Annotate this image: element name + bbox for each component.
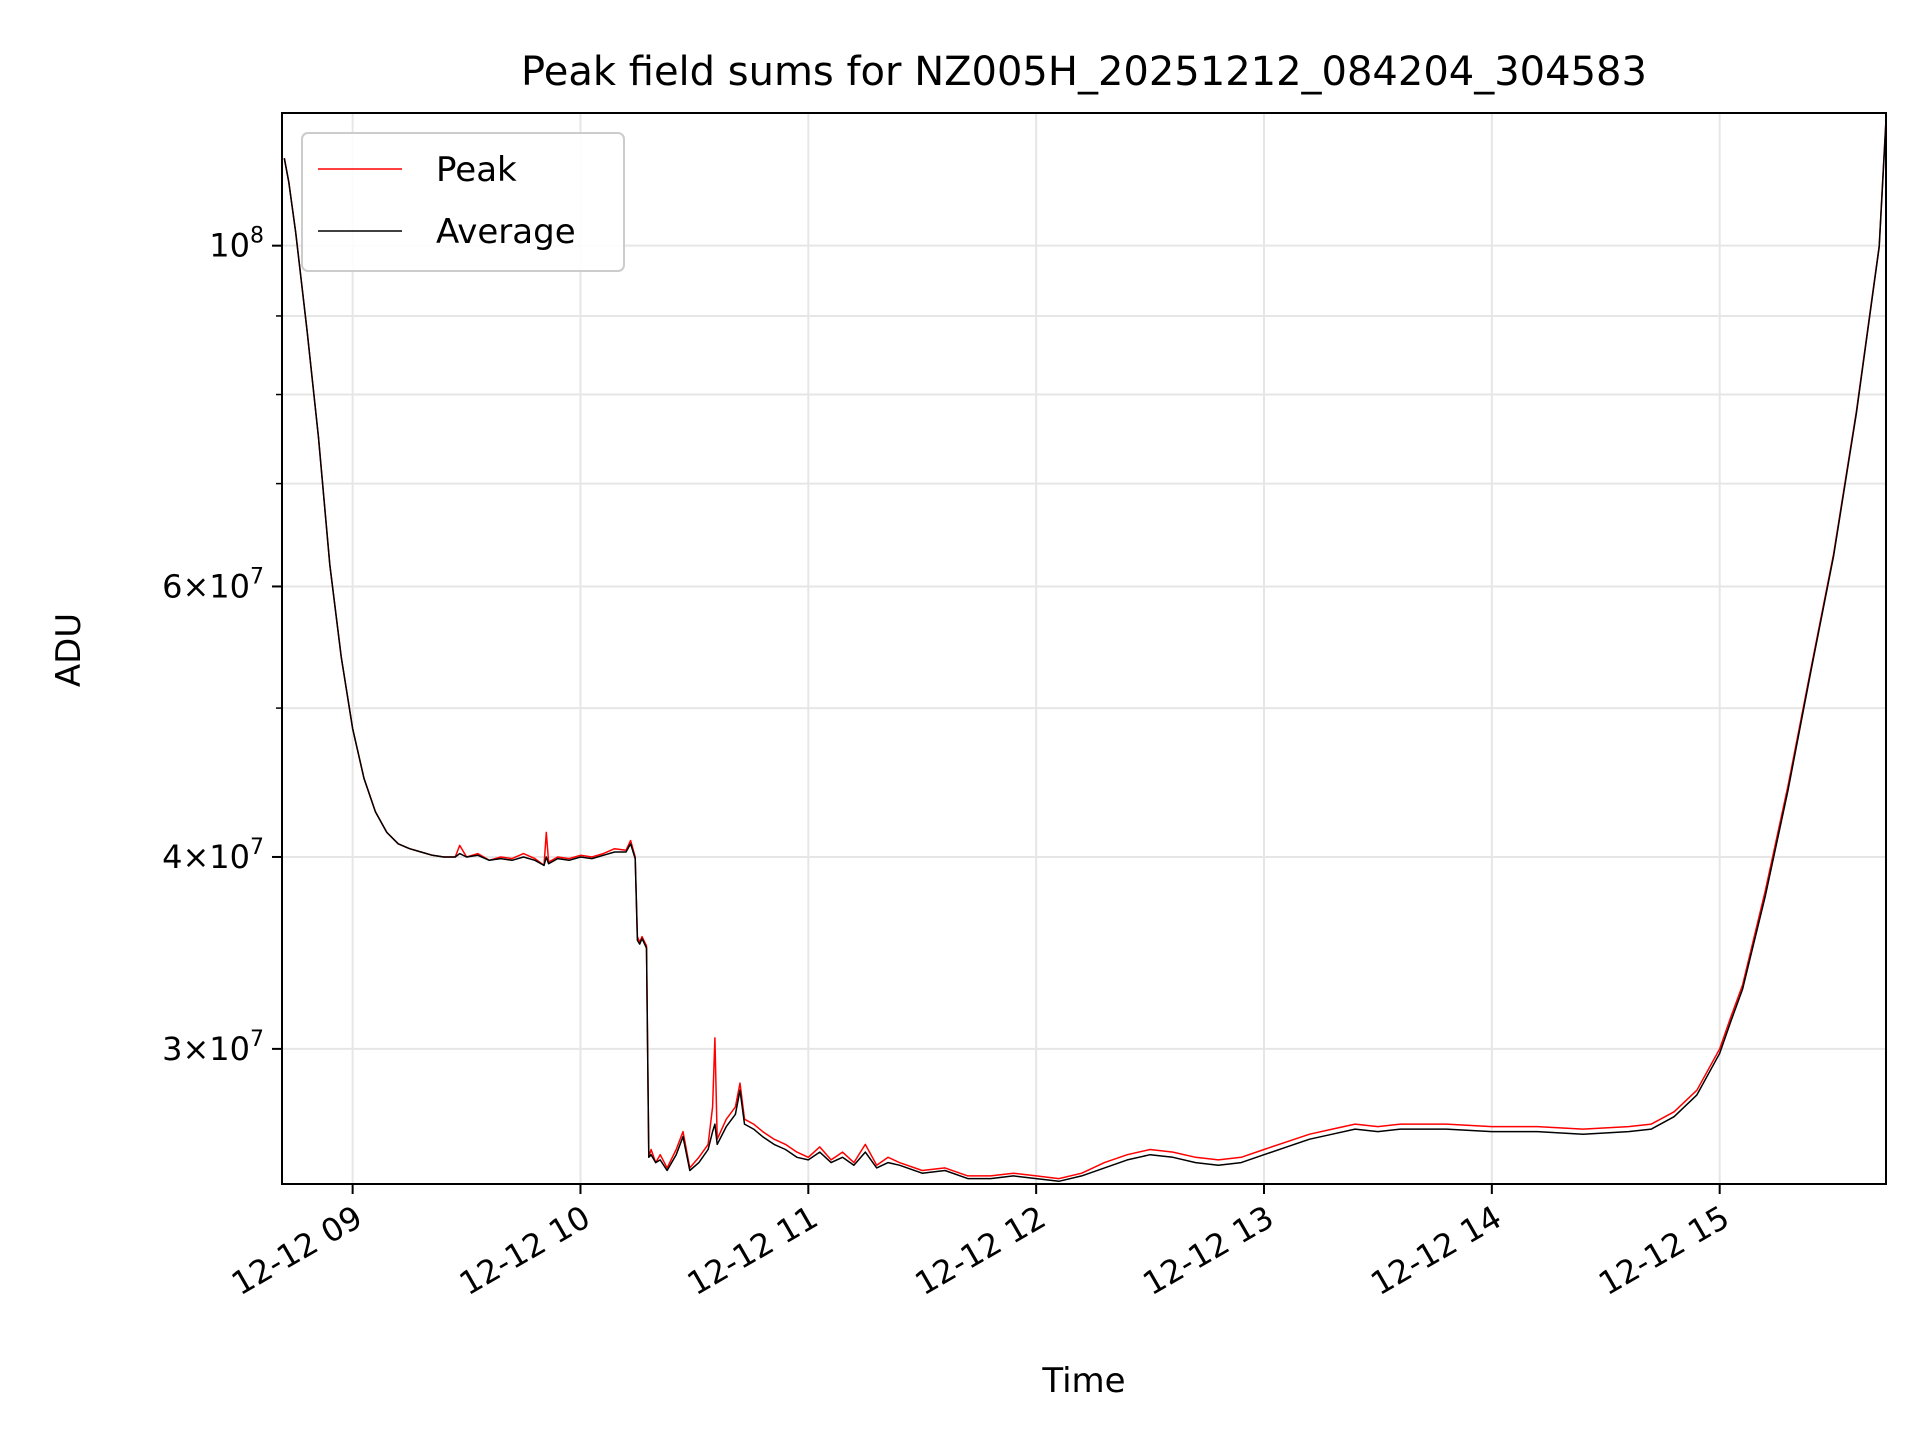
y-tick-mantissa: 4 — [162, 838, 182, 876]
y-axis-label: ADU — [49, 613, 89, 687]
plot-frame — [281, 112, 1887, 1185]
y-tick-exponent: 7 — [250, 835, 264, 860]
y-tick-exponent: 7 — [250, 564, 264, 589]
plot-background — [282, 113, 1886, 1184]
x-axis: 12-12 09 12-12 10 12-12 11 12-12 12 12-12 13… — [225, 1184, 1736, 1303]
y-tick-exponent: 8 — [250, 224, 264, 249]
y-tick-mantissa: 6 — [162, 567, 182, 605]
y-tick-exponent: 7 — [250, 1027, 264, 1052]
x-tick-label: 12-12 15 — [1592, 1198, 1736, 1303]
series-layer — [283, 118, 1887, 1183]
legend-label-average: Average — [436, 212, 576, 252]
x-tick-label: 12-12 11 — [681, 1198, 825, 1303]
x-axis-label: Time — [1041, 1361, 1125, 1401]
y-tick-label: 4×107 — [162, 835, 264, 876]
series-line-peak — [283, 118, 1887, 1180]
x-tick-label: 12-12 09 — [225, 1198, 369, 1303]
y-tick-operator: ×10 — [182, 567, 250, 605]
x-tick-label: 12-12 13 — [1136, 1198, 1280, 1303]
legend-box — [301, 132, 625, 272]
y-tick-operator: ×10 — [182, 1030, 250, 1068]
x-tick-label: 12-12 10 — [453, 1198, 597, 1303]
y-tick-label: 6×107 — [162, 564, 264, 605]
legend-label-peak: Peak — [436, 150, 517, 190]
y-tick-mantissa: 3 — [162, 1030, 182, 1068]
series-line-average — [283, 121, 1887, 1183]
y-tick-label: 3×107 — [162, 1027, 264, 1068]
y-tick-operator: ×10 — [182, 838, 250, 876]
chart-title: Peak field sums for NZ005H_20251212_0842… — [521, 49, 1647, 95]
y-tick-base: 10 — [209, 227, 250, 265]
y-tick-label: 108 — [209, 224, 264, 265]
x-tick-label: 12-12 12 — [909, 1198, 1053, 1303]
legend: Peak Average — [301, 132, 625, 272]
x-tick-label: 12-12 14 — [1364, 1198, 1508, 1303]
